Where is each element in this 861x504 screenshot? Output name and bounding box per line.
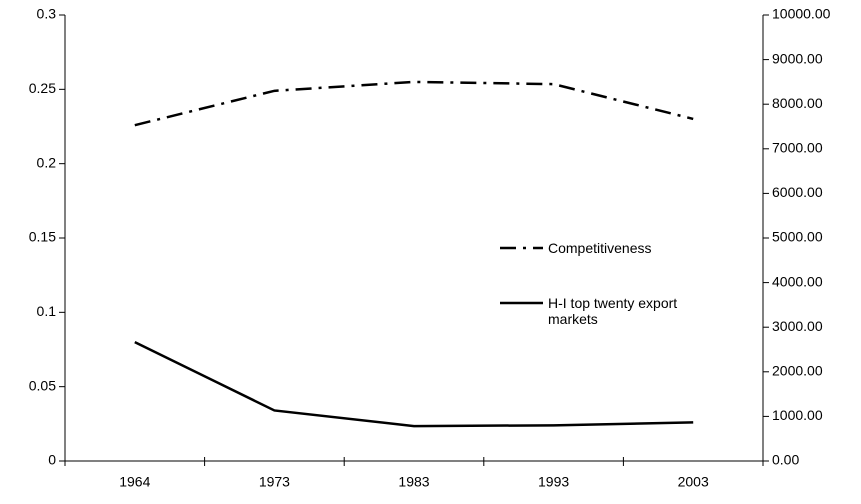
y2-tick-label: 5000.00	[772, 229, 823, 245]
x-tick-label: 2003	[678, 474, 709, 490]
y2-tick-label: 6000.00	[772, 184, 823, 200]
x-tick-label: 1983	[398, 474, 429, 490]
y-tick-label: 0.05	[29, 377, 56, 393]
y2-tick-label: 1000.00	[772, 407, 823, 423]
series-line	[134, 340, 694, 428]
y2-tick-label: 8000.00	[772, 95, 823, 111]
y2-tick-label: 4000.00	[772, 273, 823, 289]
y-tick-label: 0.1	[37, 303, 57, 319]
y-tick-label: 0	[48, 452, 56, 468]
series-line	[134, 80, 694, 127]
x-tick-label: 1973	[259, 474, 290, 490]
legend-label: H-I top twenty export markets	[548, 295, 678, 327]
y2-tick-label: 3000.00	[772, 318, 823, 334]
y2-tick-label: 7000.00	[772, 140, 823, 156]
y2-tick-label: 2000.00	[772, 363, 823, 379]
y2-tick-label: 9000.00	[772, 50, 823, 66]
y-tick-label: 0.3	[37, 6, 57, 22]
x-tick-label: 1964	[119, 474, 150, 490]
y2-tick-label: 10000.00	[772, 6, 831, 22]
legend-label: Competitiveness	[548, 240, 652, 256]
y2-tick-label: 0.00	[772, 452, 799, 468]
y-tick-label: 0.2	[37, 154, 57, 170]
y-tick-label: 0.25	[29, 80, 56, 96]
x-tick-label: 1993	[538, 474, 569, 490]
y-tick-label: 0.15	[29, 229, 56, 245]
